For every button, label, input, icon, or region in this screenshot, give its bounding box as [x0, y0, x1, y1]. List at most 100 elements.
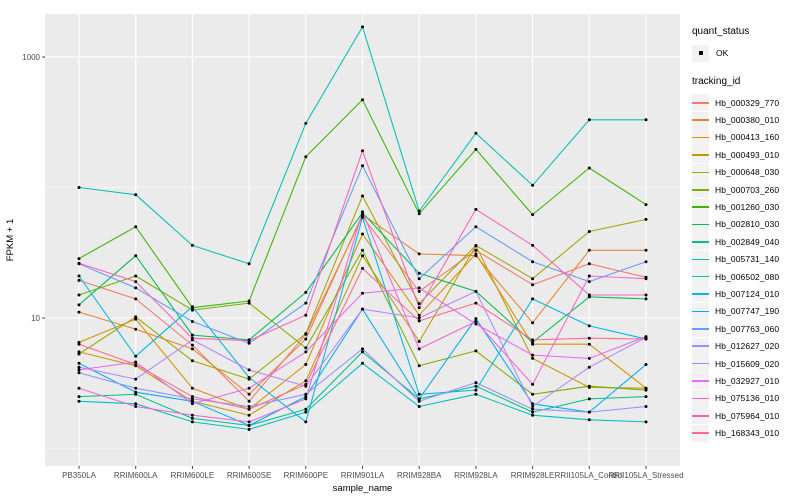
line-swatch-icon	[692, 362, 709, 365]
point-marker-icon	[698, 51, 703, 55]
y-axis-title: FPKM + 1	[5, 219, 16, 262]
legend-swatch	[692, 94, 709, 112]
legend-swatch	[692, 268, 709, 286]
legend-swatch	[692, 163, 709, 181]
legend-item: Hb_000493_010	[692, 146, 798, 164]
legend-item-label: Hb_000329_770	[715, 97, 780, 108]
line-swatch-icon	[692, 293, 709, 295]
legend-swatch	[692, 389, 709, 407]
legend-swatch	[692, 320, 709, 338]
y-axis-labels: 1000 10	[22, 53, 45, 323]
svg-text:10: 10	[31, 314, 40, 323]
legend-swatch	[692, 302, 709, 320]
legend: quant_status OK tracking_id Hb_000329_77…	[692, 26, 798, 442]
line-swatch-icon	[692, 188, 709, 191]
legend-item: Hb_012627_020	[692, 337, 798, 355]
legend-item-label: Hb_000380_010	[715, 115, 780, 126]
legend-item: Hb_168343_010	[692, 424, 798, 442]
legend-item-label: Hb_012627_020	[715, 341, 780, 352]
line-swatch-icon	[692, 397, 709, 400]
legend-item-label: Hb_032927_010	[715, 375, 780, 386]
svg-text:RRIM600PE: RRIM600PE	[284, 471, 328, 480]
legend-item: Hb_015609_020	[692, 355, 798, 373]
line-swatch-icon	[692, 275, 709, 278]
legend-swatch	[692, 285, 709, 303]
legend-item-label: Hb_005731_140	[715, 254, 780, 265]
legend-title-tracking-id: tracking_id	[692, 76, 741, 87]
legend-item: Hb_000648_030	[692, 163, 798, 181]
line-swatch-icon	[692, 154, 709, 156]
legend-key-ok: OK	[692, 44, 798, 62]
legend-item-label: Hb_000648_030	[715, 167, 780, 178]
legend-swatch	[692, 355, 709, 373]
legend-item-label: Hb_007124_010	[715, 288, 780, 299]
line-swatch-icon	[692, 310, 709, 313]
legend-item: Hb_002849_040	[692, 233, 798, 251]
legend-swatch	[692, 198, 709, 216]
legend-item-label: Hb_001260_030	[715, 202, 780, 213]
legend-item-label: Hb_015609_020	[715, 358, 780, 369]
legend-item-label: Hb_007747_190	[715, 306, 780, 317]
legend-swatch	[692, 250, 709, 268]
svg-text:1000: 1000	[22, 53, 40, 62]
legend-item: Hb_002810_030	[692, 215, 798, 233]
legend-item: Hb_000703_260	[692, 181, 798, 199]
svg-text:RRIM600LA: RRIM600LA	[114, 471, 158, 480]
line-swatch-icon	[692, 206, 709, 208]
legend-key-label: OK	[716, 48, 729, 58]
x-axis-labels: PB350LA RRIM600LA RRIM600LE RRIM600SE RRIM60…	[62, 466, 684, 480]
legend-item: Hb_032927_010	[692, 372, 798, 390]
legend-item-label: Hb_007763_060	[715, 323, 780, 334]
legend-item: Hb_007763_060	[692, 320, 798, 338]
legend-swatch	[692, 181, 709, 199]
legend-item-label: Hb_006502_080	[715, 271, 780, 282]
legend-item: Hb_001260_030	[692, 198, 798, 216]
svg-text:RRIM600SE: RRIM600SE	[227, 471, 271, 480]
line-swatch-icon	[692, 171, 709, 174]
legend-items: Hb_000329_770 Hb_000380_010 Hb_000413_160 H…	[692, 94, 798, 442]
legend-item: Hb_006502_080	[692, 268, 798, 286]
svg-text:RRII105LA_Control: RRII105LA_Control	[555, 471, 625, 480]
line-swatch-icon	[692, 415, 709, 417]
legend-swatch	[692, 233, 709, 251]
legend-item: Hb_007124_010	[692, 285, 798, 303]
line-swatch-icon	[692, 345, 709, 348]
legend-item-label: Hb_000493_010	[715, 149, 780, 160]
line-swatch-icon	[692, 328, 709, 330]
legend-item: Hb_000413_160	[692, 128, 798, 146]
legend-swatch	[692, 407, 709, 425]
legend-key-box	[692, 44, 709, 62]
line-swatch-icon	[692, 101, 709, 104]
line-swatch-icon	[692, 432, 709, 434]
legend-item-label: Hb_002849_040	[715, 236, 780, 247]
data-points	[77, 25, 648, 431]
legend-item-label: Hb_075136_010	[715, 393, 780, 404]
svg-text:RRIM928LA: RRIM928LA	[454, 471, 498, 480]
svg-text:RRIM928BA: RRIM928BA	[397, 471, 442, 480]
line-swatch-icon	[692, 380, 709, 382]
line-swatch-icon	[692, 223, 709, 226]
legend-swatch	[692, 215, 709, 233]
legend-swatch	[692, 111, 709, 129]
legend-item-label: Hb_075964_010	[715, 410, 780, 421]
legend-title-quant-status: quant_status	[692, 26, 750, 37]
legend-swatch	[692, 146, 709, 164]
legend-item: Hb_000329_770	[692, 94, 798, 112]
svg-text:RRIM901LA: RRIM901LA	[341, 471, 385, 480]
svg-text:RRII105LA_Stressed: RRII105LA_Stressed	[608, 471, 683, 480]
legend-swatch	[692, 337, 709, 355]
legend-item-label: Hb_000413_160	[715, 132, 780, 143]
line-swatch-icon	[692, 258, 709, 261]
legend-item: Hb_000380_010	[692, 111, 798, 129]
line-swatch-icon	[692, 119, 709, 121]
line-swatch-icon	[692, 136, 709, 139]
legend-item: Hb_007747_190	[692, 302, 798, 320]
legend-item-label: Hb_002810_030	[715, 219, 780, 230]
svg-text:RRIM928LE: RRIM928LE	[511, 471, 555, 480]
x-axis-title: sample_name	[333, 483, 393, 494]
legend-swatch	[692, 424, 709, 442]
svg-text:RRIM600LE: RRIM600LE	[171, 471, 215, 480]
legend-item: Hb_005731_140	[692, 250, 798, 268]
legend-swatch	[692, 128, 709, 146]
